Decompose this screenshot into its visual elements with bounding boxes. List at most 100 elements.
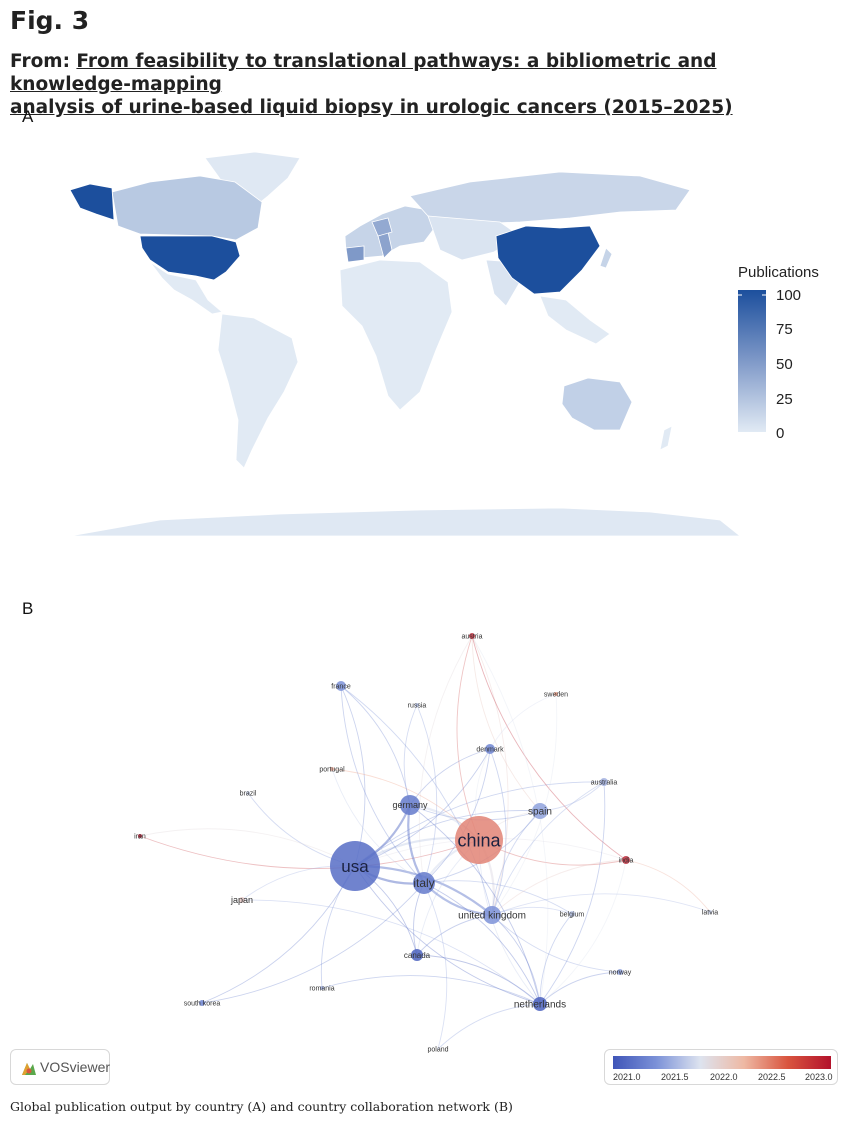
collab-link — [491, 893, 711, 916]
vosviewer-badge: VOSviewer — [10, 1049, 110, 1085]
article-title-link[interactable]: From feasibility to translational pathwa… — [10, 51, 733, 118]
node-label-italy: italy — [413, 876, 434, 890]
collab-link — [340, 685, 425, 884]
year-tick-2022-0: 2022.0 — [710, 1072, 738, 1082]
figure-caption: Global publication output by country (A)… — [10, 1099, 513, 1114]
figure-label: Fig. 3 — [10, 6, 90, 35]
node-china[interactable] — [455, 816, 503, 864]
collab-link — [241, 899, 541, 1005]
figure-source: From: From feasibility to translational … — [10, 50, 840, 119]
node-brazil[interactable] — [246, 791, 250, 795]
node-belgium[interactable] — [569, 911, 575, 917]
node-usa[interactable] — [330, 841, 380, 891]
collab-link — [416, 954, 541, 1005]
node-australia[interactable] — [600, 778, 608, 786]
node-austria[interactable] — [469, 633, 475, 639]
node-japan[interactable] — [239, 897, 245, 903]
node-label-romania: romania — [309, 985, 334, 992]
collab-link — [201, 865, 356, 1004]
collab-link — [409, 804, 541, 1005]
node-label-iran: iran — [134, 833, 146, 840]
collab-link — [491, 781, 605, 916]
node-sweden[interactable] — [554, 692, 558, 696]
node-iran[interactable] — [138, 834, 142, 838]
vosviewer-label: VOSviewer — [40, 1059, 111, 1075]
article-title-line1: From feasibility to translational pathwa… — [10, 51, 717, 95]
node-latvia[interactable] — [708, 910, 712, 914]
collab-link — [491, 914, 621, 973]
node-label-canada: canada — [404, 951, 431, 960]
node-label-india: india — [619, 857, 634, 864]
year-tick-2022-5: 2022.5 — [758, 1072, 786, 1082]
collab-link — [489, 693, 557, 750]
node-label-portugal: portugal — [319, 766, 345, 773]
collab-link — [418, 635, 473, 884]
collab-link — [539, 781, 606, 1005]
node-label-belgium: belgium — [560, 911, 585, 918]
node-norway[interactable] — [617, 969, 623, 975]
collab-link — [539, 859, 627, 1005]
collab-link — [409, 748, 491, 806]
node-label-norway: norway — [609, 969, 632, 976]
node-india[interactable] — [622, 856, 630, 864]
node-poland[interactable] — [437, 1048, 439, 1050]
collab-link — [321, 975, 541, 1005]
collab-link — [407, 803, 426, 885]
collab-link — [539, 971, 621, 1005]
collab-link — [340, 685, 366, 867]
collab-link — [456, 635, 480, 841]
collab-link — [423, 882, 541, 1005]
collab-link — [539, 913, 573, 1005]
node-germany[interactable] — [400, 795, 420, 815]
collab-link — [201, 882, 425, 1004]
node-label-sweden: sweden — [544, 691, 568, 698]
year-tick-2023-0: 2023.0 — [805, 1072, 833, 1082]
year-tick-2021-5: 2021.5 — [661, 1072, 689, 1082]
collab-link — [489, 748, 507, 916]
collab-link — [491, 859, 627, 916]
node-label-spain: spain — [528, 807, 552, 818]
collab-link — [403, 704, 418, 806]
node-portugal[interactable] — [330, 767, 334, 771]
year-colorbar-gradient — [613, 1056, 831, 1069]
node-label-russia: russia — [408, 702, 427, 709]
node-united-kingdom[interactable] — [483, 906, 501, 924]
node-south-korea[interactable] — [199, 1000, 205, 1006]
node-label-latvia: latvia — [702, 909, 718, 916]
node-denmark[interactable] — [485, 744, 495, 754]
collab-link — [354, 781, 605, 867]
node-france[interactable] — [336, 681, 346, 691]
vosviewer-logo-icon — [22, 1063, 36, 1075]
collab-link — [471, 635, 509, 916]
collab-link — [340, 685, 493, 916]
node-italy[interactable] — [413, 872, 435, 894]
from-prefix: From: — [10, 51, 77, 72]
node-spain[interactable] — [532, 803, 548, 819]
node-label-france: france — [331, 683, 351, 690]
collab-link — [331, 768, 425, 884]
collab-link — [625, 859, 711, 913]
node-russia[interactable] — [415, 703, 419, 707]
collab-link — [423, 882, 448, 1050]
collab-link — [471, 635, 541, 812]
node-label-austria: austria — [461, 633, 482, 640]
node-label-poland: poland — [427, 1046, 448, 1053]
node-canada[interactable] — [411, 949, 423, 961]
node-label-australia: australia — [591, 779, 618, 786]
collab-link — [340, 685, 411, 806]
collab-link — [471, 635, 627, 861]
panel-a-label: A — [22, 107, 34, 126]
panel-b-label: B — [22, 599, 34, 618]
node-label-netherlands: netherlands — [514, 1000, 566, 1011]
collab-link — [416, 704, 438, 884]
year-tick-2021-0: 2021.0 — [613, 1072, 641, 1082]
node-netherlands[interactable] — [533, 997, 547, 1011]
collab-link — [354, 865, 541, 1005]
node-label-united-kingdom: united kingdom — [458, 911, 526, 922]
collab-link — [491, 914, 541, 1005]
article-title-line2: analysis of urine-based liquid biopsy in… — [10, 97, 733, 118]
node-romania[interactable] — [320, 986, 324, 990]
node-label-japan: japan — [230, 895, 253, 905]
collab-link — [491, 810, 541, 916]
